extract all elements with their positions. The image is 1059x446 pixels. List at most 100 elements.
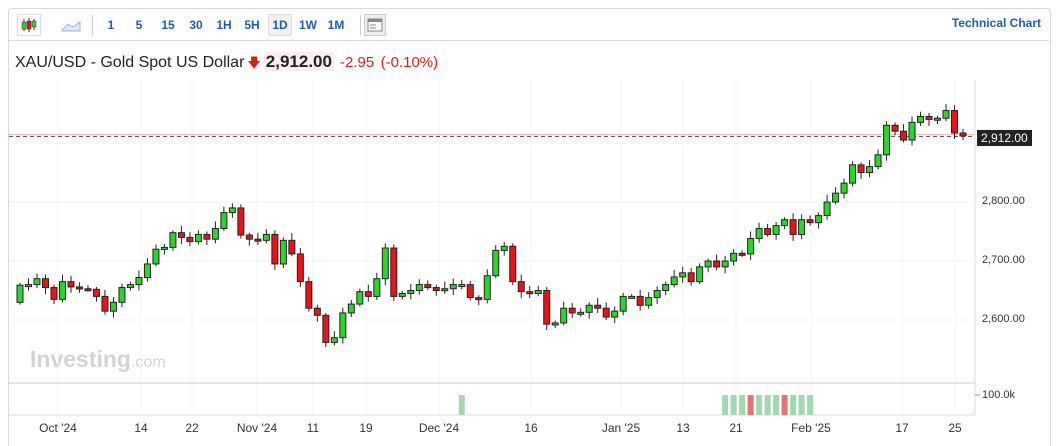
technical-chart-link[interactable]: Technical Chart — [951, 16, 1041, 30]
x-tick-label: 14 — [134, 421, 148, 435]
area-chart-icon[interactable] — [59, 15, 83, 35]
candle-up — [560, 307, 568, 324]
candle-up — [58, 281, 66, 300]
candle-up — [653, 290, 661, 299]
candle-down — [237, 207, 245, 236]
candle-down — [41, 278, 49, 289]
candle-up — [645, 297, 653, 306]
x-tick-label: Jan '25 — [601, 421, 641, 435]
volume-bar — [756, 395, 763, 415]
candle-up — [628, 295, 636, 299]
candlestick-chart-icon[interactable] — [17, 14, 41, 36]
watermark-suffix: .com — [130, 354, 166, 371]
candle-down — [891, 124, 899, 132]
x-tick-label: 22 — [185, 421, 199, 435]
candle-down — [271, 233, 279, 265]
candle-up — [534, 290, 542, 294]
interval-5h[interactable]: 5H — [244, 18, 260, 32]
candle-down — [738, 252, 746, 256]
candle-up — [866, 166, 874, 174]
volume-bar — [807, 395, 814, 415]
candle-up — [704, 260, 712, 268]
interval-1h[interactable]: 1H — [216, 18, 232, 32]
candle-up — [755, 228, 763, 240]
candle-down — [594, 304, 602, 309]
candle-down — [254, 238, 262, 242]
candle-up — [143, 263, 151, 279]
candle-down — [713, 260, 721, 268]
y-tick-label: 2,600.00 — [982, 313, 1025, 325]
candle-up — [747, 238, 755, 255]
x-tick-label: 21 — [729, 421, 743, 435]
toolbar: 1 5 15 30 1H 5H 1D 1W 1M — [9, 9, 1049, 41]
candle-up — [415, 284, 423, 292]
candle-up — [152, 248, 160, 265]
candle-down — [84, 288, 92, 292]
candle-down — [925, 115, 933, 120]
candle-down — [390, 247, 398, 297]
candle-down — [305, 281, 313, 309]
last-price-tag: 2,912.00 — [977, 130, 1032, 146]
candle-down — [959, 132, 967, 137]
candle-up — [883, 124, 891, 156]
volume-bar — [747, 395, 754, 415]
candle-up — [619, 295, 627, 312]
candle-up — [126, 284, 134, 289]
candle-up — [228, 207, 236, 214]
candle-up — [211, 228, 219, 240]
candle-down — [789, 219, 797, 235]
x-tick-label: 25 — [948, 421, 962, 435]
interval-1m[interactable]: 1M — [327, 18, 345, 32]
x-tick-label: 19 — [359, 421, 373, 435]
toolbar-divider — [92, 15, 93, 35]
candle-down — [900, 130, 908, 141]
candle-up — [823, 201, 831, 217]
candle-up — [551, 322, 559, 326]
candle-up — [832, 192, 840, 203]
interval-1[interactable]: 1 — [107, 18, 115, 32]
candle-up — [577, 311, 585, 315]
candle-up — [730, 252, 738, 262]
candle-down — [296, 253, 304, 283]
candle-up — [781, 219, 789, 227]
candle-up — [160, 246, 168, 250]
x-tick-label: Oct '24 — [39, 421, 77, 435]
volume-tick-label: 100.0k — [982, 389, 1016, 401]
candle-up — [798, 219, 806, 235]
candle-up — [330, 337, 338, 343]
volume-bar — [781, 395, 788, 415]
interval-5[interactable]: 5 — [135, 18, 143, 32]
candle-down — [364, 291, 372, 297]
candle-up — [500, 245, 508, 251]
interval-1d[interactable]: 1D — [268, 14, 292, 36]
candle-up — [109, 301, 117, 312]
candle-down — [517, 281, 525, 293]
candle-down — [568, 307, 576, 314]
interval-30[interactable]: 30 — [189, 18, 203, 32]
candle-down — [313, 307, 321, 316]
interval-15[interactable]: 15 — [161, 18, 175, 32]
candle-up — [908, 121, 916, 141]
x-tick-label: Nov '24 — [236, 421, 278, 435]
candle-up — [662, 284, 670, 292]
candle-down — [687, 272, 695, 283]
candle-down — [67, 281, 75, 288]
candle-up — [135, 277, 143, 286]
candle-up — [874, 154, 882, 168]
volume-bar — [730, 395, 737, 415]
interval-1w[interactable]: 1W — [299, 18, 317, 32]
candle-down — [50, 287, 58, 300]
candle-up — [585, 304, 593, 313]
candle-down — [764, 228, 772, 235]
candle-up — [194, 233, 202, 243]
layout-icon[interactable] — [364, 14, 386, 36]
volume-bar — [722, 395, 729, 415]
candle-up — [611, 310, 619, 318]
candle-down — [92, 288, 100, 297]
widget-frame — [8, 8, 1051, 446]
candle-up — [398, 292, 406, 297]
candle-up — [942, 110, 950, 119]
candle-down — [186, 236, 194, 243]
